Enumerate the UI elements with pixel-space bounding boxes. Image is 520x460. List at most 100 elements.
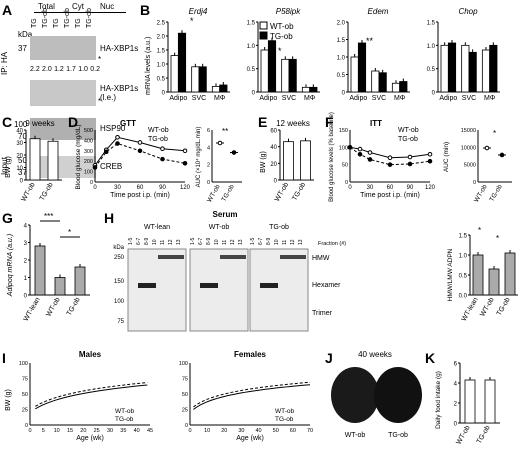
i-ytick-label: 100 bbox=[179, 361, 188, 367]
f-xtick-label: 120 bbox=[425, 185, 436, 191]
panel-label-e: E bbox=[258, 114, 268, 130]
b-2-bar bbox=[371, 70, 380, 93]
h-fraction-label: 1-5 bbox=[190, 238, 196, 245]
g-bar bbox=[54, 277, 66, 296]
d-series-line bbox=[94, 142, 186, 168]
j-mouse-wt bbox=[331, 367, 379, 423]
d-auc-point bbox=[217, 140, 223, 146]
i-ytick-label: 25 bbox=[22, 408, 28, 414]
band-ratio: 1.2 bbox=[54, 66, 64, 73]
k-xtick-label: WT-ob bbox=[455, 424, 471, 445]
g-ytick-label: 2 bbox=[24, 259, 28, 265]
d-auc-ytick-label: 4 bbox=[207, 145, 210, 151]
c-title: 9 weeks bbox=[25, 119, 54, 128]
d-ytick-label: 200 bbox=[84, 159, 93, 165]
h-ytick-label: 0.5 bbox=[459, 274, 468, 280]
kda-label: kDa bbox=[18, 30, 33, 39]
e-bar bbox=[300, 140, 311, 181]
g-ytick-label: 1 bbox=[24, 276, 28, 282]
panel-label-k: K bbox=[425, 350, 436, 366]
h-group-label: WT-ob bbox=[209, 224, 230, 231]
h-group-label: WT-lean bbox=[144, 224, 170, 231]
f-point bbox=[357, 151, 363, 157]
b-star: * bbox=[190, 16, 194, 26]
b-0-bar bbox=[219, 84, 228, 93]
blot-creb bbox=[30, 156, 96, 178]
f-ylabel: Blood glucose levels (% baseline) bbox=[329, 112, 335, 202]
h-fraction-label: 6-7 bbox=[136, 238, 142, 245]
band-ratio: 1.0 bbox=[78, 66, 88, 73]
d-xtick-label: 60 bbox=[137, 185, 144, 191]
i-xtick-label: 0 bbox=[188, 428, 191, 434]
h-fraction-label: 10 bbox=[214, 239, 220, 245]
i-ytick-label: 100 bbox=[19, 361, 28, 367]
b-star: * bbox=[278, 46, 282, 56]
f-xtick-label: 0 bbox=[348, 185, 352, 191]
b-2-xtick-label: MΦ bbox=[394, 95, 406, 102]
i-xtick-label: 0 bbox=[28, 428, 31, 434]
lane-label: TG-ob bbox=[86, 8, 93, 28]
d-star: ** bbox=[222, 127, 228, 136]
b-3-ytick-label: 0 bbox=[432, 91, 436, 97]
h-band-label: Hexamer bbox=[312, 282, 341, 289]
d-xtick-label: 90 bbox=[159, 185, 166, 191]
b-0-ytick-label: 2.0 bbox=[157, 35, 166, 41]
i-ytick-label: 75 bbox=[22, 377, 28, 383]
c-ylabel: BW (g) bbox=[5, 156, 12, 178]
f-point bbox=[407, 154, 413, 160]
f-auc-point bbox=[484, 145, 490, 151]
group-nuc: Nuc bbox=[100, 2, 115, 11]
b-3-bar bbox=[481, 49, 491, 93]
b-3-ytick-label: 1.0 bbox=[427, 44, 436, 50]
d-point bbox=[160, 146, 165, 152]
b-3-bar bbox=[440, 44, 449, 93]
lane-label: TG-ob bbox=[42, 8, 49, 28]
j-title: 40 weeks bbox=[358, 350, 392, 359]
panel-b: B mRNA levels (a.u.) WT-ob TG-ob Erdj4 0 0.5 1… bbox=[140, 0, 520, 115]
blot-hsp90 bbox=[30, 118, 96, 140]
e-xtick-label: TG-ob bbox=[291, 181, 307, 202]
i-legend-label: TG-ob bbox=[115, 416, 134, 423]
h-fraction-label: 11 bbox=[282, 240, 288, 245]
d-xtick-label: 0 bbox=[93, 185, 97, 191]
band-ratio: 2.2 bbox=[30, 66, 40, 73]
c-bar bbox=[29, 138, 41, 181]
h-fraction-label: 13 bbox=[298, 239, 304, 245]
i-xtick-label: 20 bbox=[221, 428, 227, 434]
b-ylabel: mRNA levels (a.u.) bbox=[145, 37, 152, 95]
panel-label-a: A bbox=[2, 2, 13, 18]
d-ytick-label: 100 bbox=[84, 170, 93, 176]
k-ylabel: Daily food intake (g) bbox=[435, 371, 442, 429]
b-0-xtick-label: Adipo bbox=[169, 95, 187, 102]
d-point bbox=[137, 148, 143, 154]
b-gene-title: Chop bbox=[458, 7, 478, 16]
h-fraction-label: 1-5 bbox=[250, 238, 256, 245]
group-total: Total bbox=[38, 2, 55, 11]
d-auc-ytick-label: 0 bbox=[207, 180, 210, 186]
h-gel-lane bbox=[189, 248, 249, 332]
lane-label: TG bbox=[75, 18, 82, 28]
h-kda-label: 75 bbox=[117, 319, 124, 325]
f-point bbox=[427, 151, 433, 157]
i-xtick-label: 10 bbox=[204, 428, 210, 434]
i-xtick-label: 70 bbox=[307, 428, 313, 434]
b-2-bar bbox=[357, 42, 367, 93]
d-point bbox=[160, 156, 165, 162]
f-ytick-label: 50 bbox=[342, 163, 348, 169]
b-1-ytick-label: 1.0 bbox=[247, 44, 256, 50]
group-underline bbox=[34, 12, 126, 13]
f-auc-ytick-label: 15000 bbox=[461, 128, 476, 134]
f-ytick-label: 100 bbox=[339, 145, 348, 151]
b-1-bar bbox=[281, 58, 290, 93]
j-label: TG-ob bbox=[388, 432, 408, 439]
d-xlabel: Time post i.p. (min) bbox=[110, 192, 170, 199]
g-ytick-label: 3 bbox=[24, 241, 28, 247]
i-xtick-label: 10 bbox=[54, 428, 60, 434]
b-1-bar bbox=[267, 40, 277, 93]
b-0-bar bbox=[198, 66, 207, 93]
b-2-xtick-label: SVC bbox=[372, 95, 386, 102]
b-1-ytick-label: 0.5 bbox=[247, 67, 256, 73]
d-point bbox=[115, 134, 120, 140]
b-gene-title: P58ipk bbox=[276, 7, 301, 16]
